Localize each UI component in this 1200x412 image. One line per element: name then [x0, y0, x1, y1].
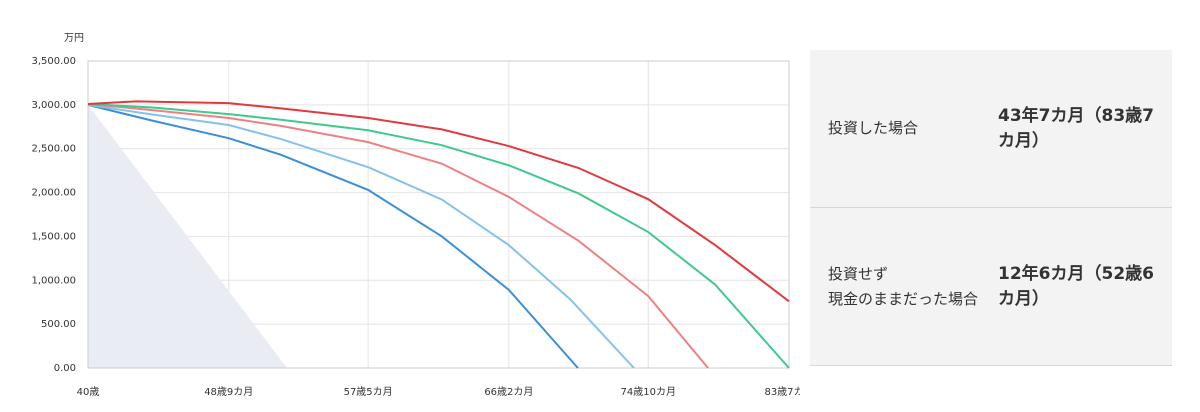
row-value: 12年6カ月（52歳6カ月） [998, 263, 1154, 309]
line [87, 103, 635, 369]
label-line: 投資せず [828, 264, 889, 283]
result-row: 投資せず現金のままだった場合 12年6カ月（52歳6カ月） [810, 208, 1172, 366]
y-axis-label: 万円 [64, 33, 84, 44]
line [87, 100, 790, 303]
result-panel: 投資した場合 43年7カ月（83歳7カ月） 投資せず現金のままだった場合 12年… [810, 50, 1172, 366]
row-label: 投資した場合 [810, 116, 998, 141]
area [88, 104, 287, 368]
y-tick-label: 1,500.00 [31, 231, 76, 242]
row-label: 投資せず現金のままだった場合 [810, 262, 998, 312]
x-tick-label: 57歳5カ月 [344, 386, 393, 398]
x-tick-label: 40歳 [77, 386, 100, 398]
result-row: 投資した場合 43年7カ月（83歳7カ月） [810, 50, 1172, 208]
row-value: 43年7カ月（83歳7カ月） [998, 105, 1154, 151]
y-tick-label: 2,500.00 [31, 144, 76, 155]
line [87, 102, 790, 369]
chart: 万円 0.00 500.00 1,000.00 1,500.00 2,000.00 2,5… [31, 33, 800, 398]
plot-frame [87, 60, 790, 369]
label-line: 現金のままだった場合 [828, 289, 979, 308]
x-tick-label: 74歳10カ月 [621, 386, 676, 398]
y-tick-label: 500.00 [41, 319, 76, 330]
y-tick-label: 3,500.00 [31, 56, 76, 67]
y-tick-label: 1,000.00 [31, 275, 76, 286]
line [87, 102, 709, 369]
line [87, 103, 579, 369]
y-tick-label: 3,000.00 [31, 100, 76, 111]
y-tick-label: 0.00 [54, 363, 76, 374]
x-tick-label: 48歳9カ月 [204, 386, 253, 398]
x-tick-label: 66歳2カ月 [484, 386, 533, 398]
x-tick-label: 83歳7カ月 [764, 386, 800, 398]
label-line: 投資した場合 [828, 119, 919, 137]
y-tick-label: 2,000.00 [31, 188, 76, 199]
